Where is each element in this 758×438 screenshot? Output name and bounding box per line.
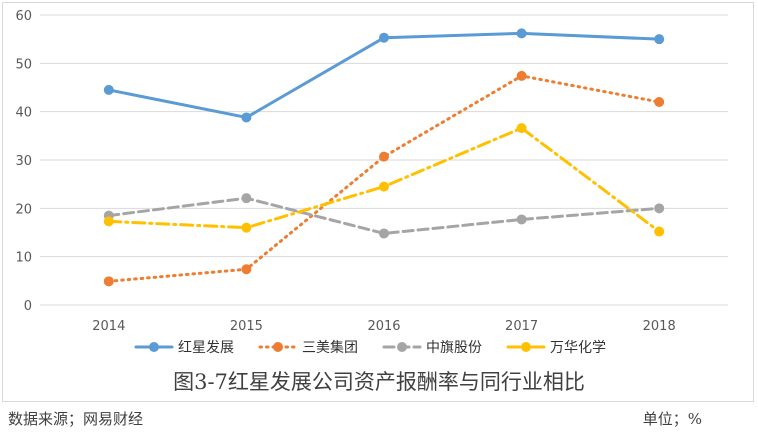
x-tick-label: 2017 xyxy=(505,319,538,334)
chart-frame xyxy=(2,2,754,402)
data-point xyxy=(516,28,527,39)
data-point xyxy=(516,70,527,81)
series-line-1 xyxy=(107,74,661,283)
y-tick-label: 60 xyxy=(15,9,32,24)
x-tick-label: 2014 xyxy=(92,319,125,334)
legend-item-2: 中旗股份 xyxy=(382,340,482,356)
grid-lines xyxy=(40,14,728,306)
legend-item-3: 万华化学 xyxy=(506,340,606,356)
series-1 xyxy=(103,70,665,287)
data-point xyxy=(379,151,389,162)
data-point xyxy=(654,226,665,237)
series-2 xyxy=(103,193,665,239)
source-note: 数据来源；网易财经 xyxy=(8,410,144,428)
chart-caption: 图3-7红星发展公司资产报酬率与同行业相比 xyxy=(173,370,585,394)
unit-note: 单位；% xyxy=(642,410,702,428)
y-tick-label: 10 xyxy=(15,251,32,266)
legend-label: 红星发展 xyxy=(178,340,234,356)
series-0 xyxy=(103,28,665,123)
series-line-0 xyxy=(107,31,661,119)
legend-swatch-marker xyxy=(397,342,407,352)
legend: 红星发展 三美集团 中旗股份 万华化学 xyxy=(134,339,606,356)
legend-label: 中旗股份 xyxy=(426,340,482,356)
series-line-2 xyxy=(107,196,661,235)
legend-swatch-marker xyxy=(273,342,283,352)
x-tick-label: 2015 xyxy=(230,319,263,334)
y-tick-label: 50 xyxy=(15,57,32,72)
data-point xyxy=(241,193,252,204)
data-point xyxy=(103,84,114,95)
data-point xyxy=(379,228,389,239)
data-point xyxy=(241,112,252,123)
y-tick-label: 20 xyxy=(15,202,32,217)
x-tick-label: 2018 xyxy=(643,319,676,334)
y-tick-label: 0 xyxy=(24,299,32,314)
legend-label: 三美集团 xyxy=(302,339,358,356)
data-point xyxy=(516,214,527,225)
data-point xyxy=(379,181,389,192)
data-point xyxy=(654,97,665,107)
y-tick-label: 40 xyxy=(15,106,32,121)
data-point xyxy=(241,222,252,233)
data-point xyxy=(654,203,665,214)
data-point xyxy=(103,276,114,287)
legend-item-0: 红星发展 xyxy=(134,340,234,356)
data-point xyxy=(379,32,389,43)
legend-item-1: 三美集团 xyxy=(258,339,358,356)
y-axis-tick-labels: 0 10 20 30 40 50 60 xyxy=(15,9,32,314)
legend-label: 万华化学 xyxy=(550,340,606,356)
y-tick-label: 30 xyxy=(15,154,32,169)
data-point xyxy=(654,34,665,45)
legend-swatch-marker xyxy=(149,342,159,352)
x-tick-label: 2016 xyxy=(367,319,400,334)
series-lines xyxy=(103,28,665,287)
series-3 xyxy=(103,123,665,237)
data-point xyxy=(103,216,114,227)
x-axis-tick-labels: 2014 2015 2016 2017 2018 xyxy=(92,319,675,334)
data-point xyxy=(241,264,252,275)
legend-swatch-marker xyxy=(521,342,531,352)
data-point xyxy=(516,123,527,134)
